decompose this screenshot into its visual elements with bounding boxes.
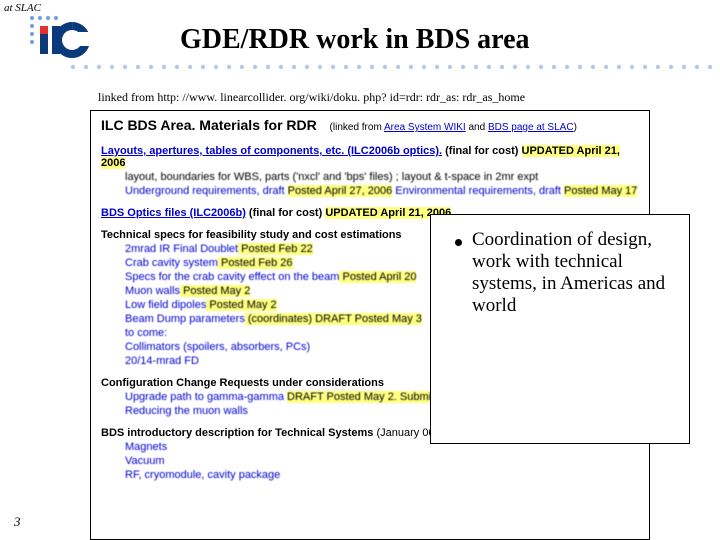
page-number: 3 bbox=[14, 514, 21, 530]
list-item: layout, boundaries for WBS, parts ('nxcl… bbox=[125, 171, 639, 183]
page-title: GDE/RDR work in BDS area bbox=[180, 24, 530, 56]
heading-links: (linked from Area System WIKI and BDS pa… bbox=[321, 122, 577, 133]
bullet-icon bbox=[455, 239, 462, 246]
ilc-logo bbox=[28, 14, 98, 67]
bds-page-slac-link[interactable]: BDS page at SLAC bbox=[488, 122, 574, 133]
slac-label: at SLAC bbox=[4, 2, 41, 14]
list-item: Underground requirements, draft Posted A… bbox=[125, 185, 639, 197]
content-heading: ILC BDS Area. Materials for RDR bbox=[101, 117, 317, 133]
section-layouts: Layouts, apertures, tables of components… bbox=[101, 145, 639, 169]
overlay-text: Coordination of design, work with techni… bbox=[472, 229, 673, 317]
area-system-wiki-link[interactable]: Area System WIKI bbox=[384, 122, 466, 133]
dots-divider bbox=[70, 64, 720, 70]
overlay-callout: Coordination of design, work with techni… bbox=[430, 214, 690, 444]
subtitle-link-text: linked from http: //www. linearcollider.… bbox=[98, 90, 525, 105]
list-item: RF, cryomodule, cavity package bbox=[125, 469, 639, 481]
list-item: Vacuum bbox=[125, 455, 639, 467]
